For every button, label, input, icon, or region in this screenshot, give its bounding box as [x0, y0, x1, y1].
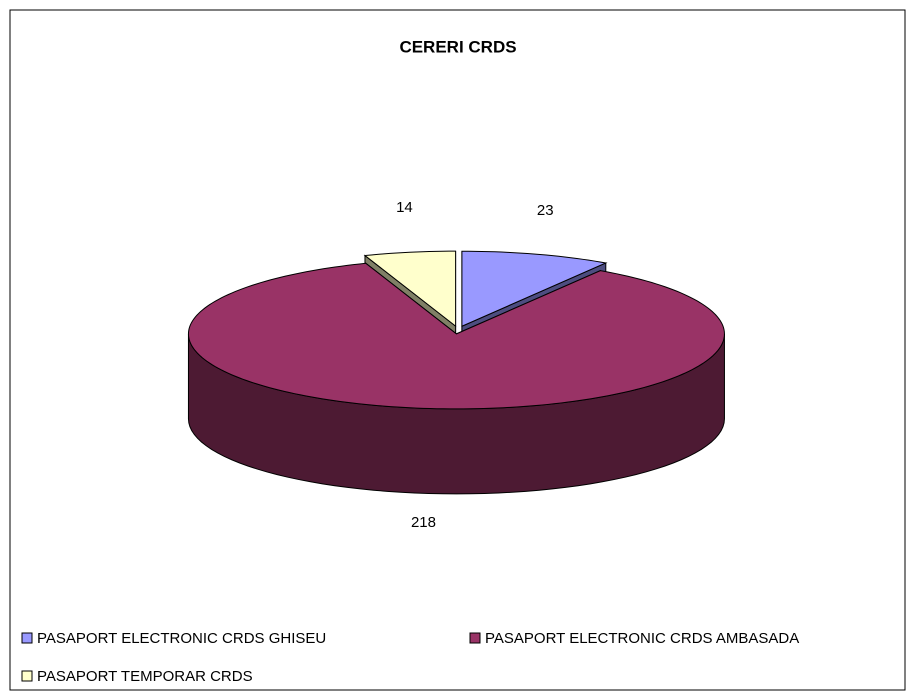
data-label: 218 — [411, 514, 436, 531]
legend-label: PASAPORT ELECTRONIC CRDS GHISEU — [37, 630, 326, 647]
pie: 23 218 14 — [187, 199, 725, 531]
data-label: 14 — [396, 199, 413, 216]
slice-top — [187, 262, 725, 410]
slice-top — [461, 250, 608, 328]
legend-swatch — [469, 632, 481, 644]
legend-label: PASAPORT ELECTRONIC CRDS AMBASADA — [485, 630, 799, 647]
legend-swatch — [21, 670, 33, 682]
slice-top — [363, 250, 457, 328]
legend: PASAPORT ELECTRONIC CRDS GHISEU PASAPORT … — [21, 630, 799, 685]
legend-swatch — [21, 632, 33, 644]
chart-title: CERERI CRDS — [399, 37, 516, 56]
data-label: 23 — [537, 202, 554, 219]
legend-label: PASAPORT TEMPORAR CRDS — [37, 668, 253, 685]
